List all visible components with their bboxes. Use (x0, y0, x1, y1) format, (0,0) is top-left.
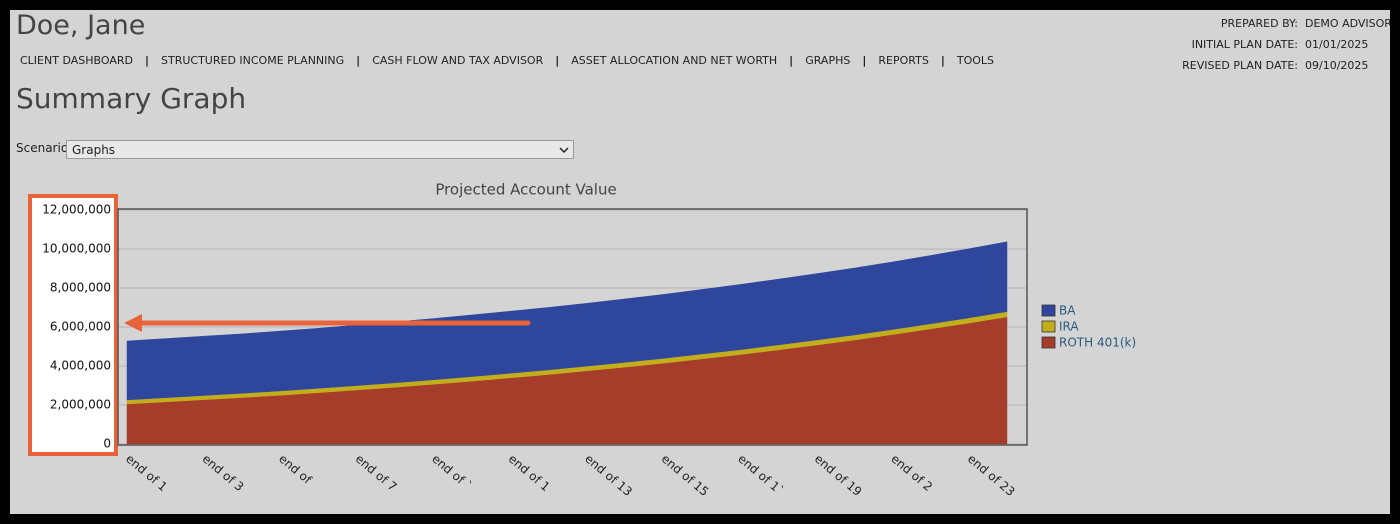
legend-label: ROTH 401(k) (1059, 336, 1136, 350)
selected-option: Graphs (72, 143, 116, 157)
y-tick-label: 0 (103, 437, 111, 451)
legend-label: IRA (1059, 320, 1079, 334)
page-title: Summary Graph (16, 82, 247, 115)
x-tick-label: end of 7 (353, 452, 400, 495)
nav-item[interactable]: STRUCTURED INCOME PLANNING (161, 54, 345, 67)
info-value: 09/10/2025 (1305, 59, 1369, 72)
nav-item[interactable]: GRAPHS (805, 54, 851, 67)
info-label: INITIAL PLAN DATE: (1191, 38, 1298, 51)
x-tick-label: end of 1` (735, 452, 786, 498)
x-tick-label: end of 2 (888, 452, 935, 495)
info-label: REVISED PLAN DATE: (1182, 59, 1298, 72)
x-tick-label: end of 15 (659, 452, 712, 499)
dropdown-arrow (559, 147, 569, 154)
legend-swatch (1041, 336, 1056, 349)
scenario-select[interactable]: Graphs (66, 140, 574, 159)
info-value: 01/01/2025 (1305, 38, 1369, 51)
x-tick-label: end of 23 (965, 452, 1018, 499)
y-tick-label: 8,000,000 (50, 281, 111, 295)
x-tick-label: end of 3 (200, 452, 247, 495)
x-tick-label: end of 19 (812, 452, 865, 499)
legend-label: BA (1059, 304, 1076, 318)
x-tick-label: end of 1 (506, 452, 553, 495)
nav-item[interactable]: CLIENT DASHBOARD (20, 54, 133, 67)
legend-swatch (1041, 320, 1056, 333)
info-label: PREPARED BY: (1220, 17, 1298, 30)
highlight-box (28, 194, 118, 456)
plot-border (117, 208, 1028, 446)
info-value: DEMO ADVISOR (1305, 17, 1390, 30)
x-tick-label: end of ` (429, 452, 475, 493)
y-tick-label: 12,000,000 (42, 203, 111, 217)
x-tick-label: end of (276, 452, 315, 488)
nav-item[interactable]: REPORTS (878, 54, 929, 67)
nav-bar: CLIENT DASHBOARD | STRUCTURED INCOME PLANN… (20, 54, 994, 67)
y-tick-label: 4,000,000 (50, 359, 111, 373)
legend-swatch (1041, 304, 1056, 317)
client-name: Doe, Jane (16, 10, 146, 41)
y-tick-label: 10,000,000 (42, 242, 111, 256)
scenario-label: Scenario (16, 141, 69, 155)
chart-title: Projected Account Value (435, 181, 616, 199)
y-tick-label: 2,000,000 (50, 398, 111, 412)
annotation-arrowhead (124, 314, 142, 332)
nav-item[interactable]: CASH FLOW AND TAX ADVISOR (372, 54, 544, 67)
nav-item[interactable]: ASSET ALLOCATION AND NET WORTH (571, 54, 778, 67)
y-tick-label: 6,000,000 (50, 320, 111, 334)
x-tick-label: end of 13 (582, 452, 635, 499)
area (126, 241, 1008, 401)
nav-item[interactable]: TOOLS (956, 54, 994, 67)
x-tick-label: end of 1 (123, 452, 170, 495)
